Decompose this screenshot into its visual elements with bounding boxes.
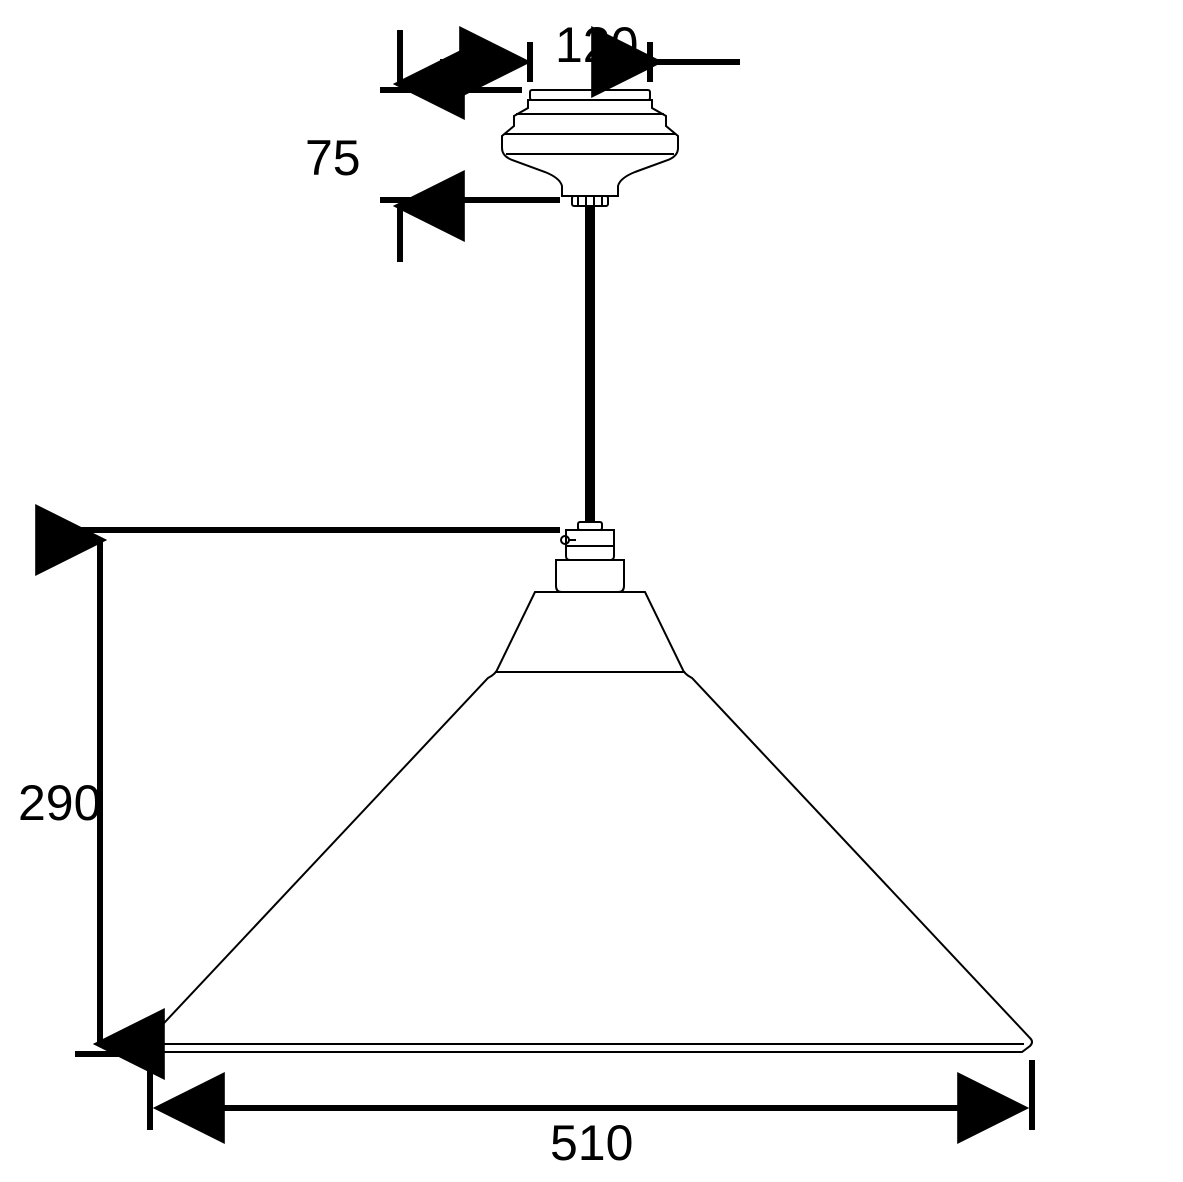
cord bbox=[585, 206, 595, 522]
dimension-shade-height-label: 290 bbox=[18, 775, 101, 831]
dimension-canopy-height-label: 75 bbox=[305, 130, 361, 186]
dimension-shade-height bbox=[75, 530, 560, 1054]
lamp-shade bbox=[148, 592, 1032, 1052]
lamp-technical-drawing: 120 75 290 510 bbox=[0, 0, 1183, 1182]
dimension-shade-width-label: 510 bbox=[550, 1115, 633, 1171]
canopy bbox=[502, 90, 678, 206]
lamp-fitting bbox=[556, 522, 624, 592]
dimension-canopy-width-label: 120 bbox=[555, 17, 638, 73]
